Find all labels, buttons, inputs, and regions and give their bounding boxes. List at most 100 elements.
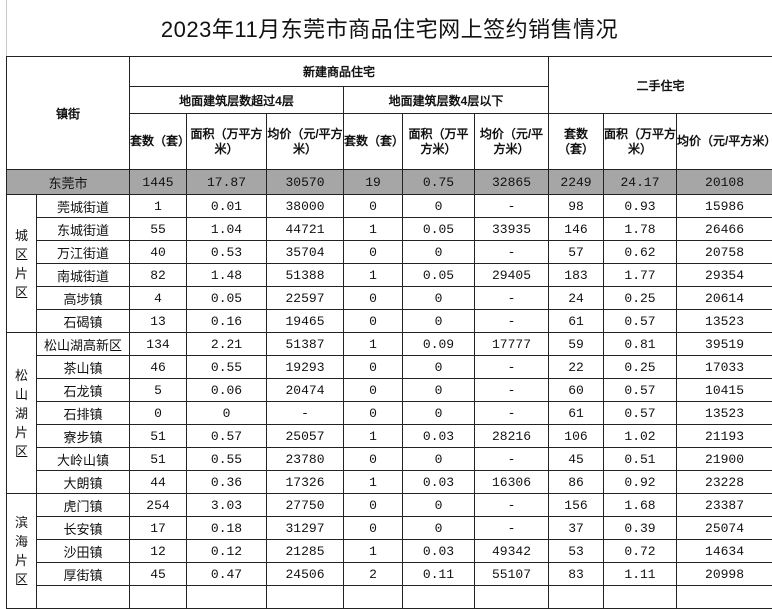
cell: 13 xyxy=(130,310,187,333)
cell xyxy=(403,586,475,609)
cell: 0 xyxy=(344,195,403,218)
cell: 32865 xyxy=(475,170,549,195)
cell: 24.17 xyxy=(604,170,677,195)
town-name: 南城街道 xyxy=(37,264,130,287)
cell: 0 xyxy=(403,448,475,471)
cell: - xyxy=(475,448,549,471)
header-price: 均价（元/平方米） xyxy=(267,114,344,170)
cell: 51388 xyxy=(267,264,344,287)
cell: 1 xyxy=(344,540,403,563)
cell: 55107 xyxy=(475,563,549,586)
cell: 5 xyxy=(130,379,187,402)
cell: 40 xyxy=(130,241,187,264)
cell: 28216 xyxy=(475,425,549,448)
cell: 0.92 xyxy=(604,471,677,494)
table-row-partial xyxy=(7,586,772,609)
cell: 24506 xyxy=(267,563,344,586)
header-new-homes: 新建商品住宅 xyxy=(130,57,549,87)
cell: 24 xyxy=(549,287,604,310)
cell: 45 xyxy=(130,563,187,586)
cell: 51 xyxy=(130,448,187,471)
cell: 1 xyxy=(130,195,187,218)
cell: - xyxy=(475,379,549,402)
header-price: 均价（元/平方米） xyxy=(677,114,772,170)
cell: 21193 xyxy=(677,425,772,448)
cell: 1 xyxy=(344,471,403,494)
cell: 16306 xyxy=(475,471,549,494)
cell: 0.55 xyxy=(187,356,267,379)
cell: 53 xyxy=(549,540,604,563)
header-area: 面积（万平方米） xyxy=(604,114,677,170)
cell: 0.03 xyxy=(403,425,475,448)
cell: 0.05 xyxy=(403,218,475,241)
region-name: 滨海片区 xyxy=(15,513,28,589)
cell: 0.16 xyxy=(187,310,267,333)
cell: 0.57 xyxy=(187,425,267,448)
cell: 1 xyxy=(344,218,403,241)
cell: 0 xyxy=(403,310,475,333)
cell: 17777 xyxy=(475,333,549,356)
cell: 23228 xyxy=(677,471,772,494)
cell: 1.11 xyxy=(604,563,677,586)
cell: 21900 xyxy=(677,448,772,471)
cell: 146 xyxy=(549,218,604,241)
cell: 0.36 xyxy=(187,471,267,494)
cell: 30570 xyxy=(267,170,344,195)
cell xyxy=(677,586,772,609)
cell: 1.78 xyxy=(604,218,677,241)
cell: 46 xyxy=(130,356,187,379)
cell: 0.06 xyxy=(187,379,267,402)
cell xyxy=(267,586,344,609)
town-name: 莞城街道 xyxy=(37,195,130,218)
cell: 0.09 xyxy=(403,333,475,356)
header-area: 面积（万平方米） xyxy=(187,114,267,170)
region-name: 城区片区 xyxy=(15,226,28,302)
cell: 3.03 xyxy=(187,494,267,517)
town-name: 高埗镇 xyxy=(37,287,130,310)
town-name: 寮步镇 xyxy=(37,425,130,448)
cell: - xyxy=(267,402,344,425)
cell: 0 xyxy=(403,356,475,379)
cell: 26466 xyxy=(677,218,772,241)
cell: 0 xyxy=(344,448,403,471)
town-name: 虎门镇 xyxy=(37,494,130,517)
cell: 59 xyxy=(549,333,604,356)
cell: 0 xyxy=(344,494,403,517)
cell: 0.05 xyxy=(187,287,267,310)
town-name: 万江街道 xyxy=(37,241,130,264)
cell: 1 xyxy=(344,264,403,287)
cell: 0 xyxy=(187,402,267,425)
cell: 19293 xyxy=(267,356,344,379)
town-name: 沙田镇 xyxy=(37,540,130,563)
cell: 57 xyxy=(549,241,604,264)
cell: - xyxy=(475,241,549,264)
cell: 0 xyxy=(403,379,475,402)
header-town: 镇街 xyxy=(7,57,130,170)
town-name: 大朗镇 xyxy=(37,471,130,494)
cell: - xyxy=(475,494,549,517)
cell: 1.02 xyxy=(604,425,677,448)
header-units: 套数（套） xyxy=(130,114,187,170)
cell: 31297 xyxy=(267,517,344,540)
cell: 51387 xyxy=(267,333,344,356)
cell: 4 xyxy=(130,287,187,310)
header-price: 均价（元/平方米） xyxy=(475,114,549,170)
cell xyxy=(475,586,549,609)
cell: 0 xyxy=(344,379,403,402)
cell: 0 xyxy=(403,494,475,517)
region-name: 松山湖片区 xyxy=(15,366,28,461)
cell: 0 xyxy=(344,241,403,264)
cell: 1.48 xyxy=(187,264,267,287)
cell: - xyxy=(475,402,549,425)
cell: 21285 xyxy=(267,540,344,563)
cell: 35704 xyxy=(267,241,344,264)
cell: 39519 xyxy=(677,333,772,356)
cell: 254 xyxy=(130,494,187,517)
